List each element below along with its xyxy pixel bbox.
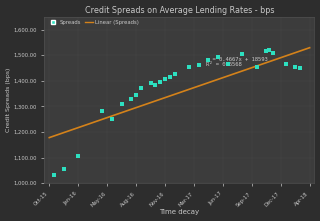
Point — [76, 154, 81, 158]
Point — [158, 80, 163, 84]
Point — [292, 65, 298, 69]
Point — [148, 82, 153, 85]
Point — [254, 65, 259, 69]
Point — [172, 72, 177, 76]
Point — [206, 59, 211, 62]
Legend: Spreads, Linear (Spreads): Spreads, Linear (Spreads) — [47, 18, 141, 27]
Point — [129, 97, 134, 100]
Point — [167, 75, 172, 79]
Point — [187, 65, 192, 69]
Point — [215, 55, 220, 59]
Point — [163, 78, 168, 81]
Point — [270, 51, 276, 54]
Point — [61, 167, 66, 171]
Point — [109, 117, 115, 121]
Point — [52, 174, 57, 177]
Point — [264, 50, 269, 53]
Point — [297, 66, 302, 70]
Point — [225, 62, 230, 66]
Point — [119, 102, 124, 106]
X-axis label: Time decay: Time decay — [159, 210, 200, 215]
Y-axis label: Credit Spreads (bps): Credit Spreads (bps) — [5, 68, 11, 132]
Point — [267, 48, 272, 52]
Point — [283, 62, 288, 66]
Point — [138, 87, 143, 90]
Point — [153, 83, 158, 86]
Title: Credit Spreads on Average Lending Rates - bps: Credit Spreads on Average Lending Rates … — [85, 6, 274, 15]
Point — [100, 110, 105, 113]
Point — [196, 64, 201, 67]
Point — [240, 52, 245, 56]
Point — [133, 93, 139, 97]
Text: y = 0.4667x + 18593
R² = 0.6568: y = 0.4667x + 18593 R² = 0.6568 — [206, 57, 268, 67]
